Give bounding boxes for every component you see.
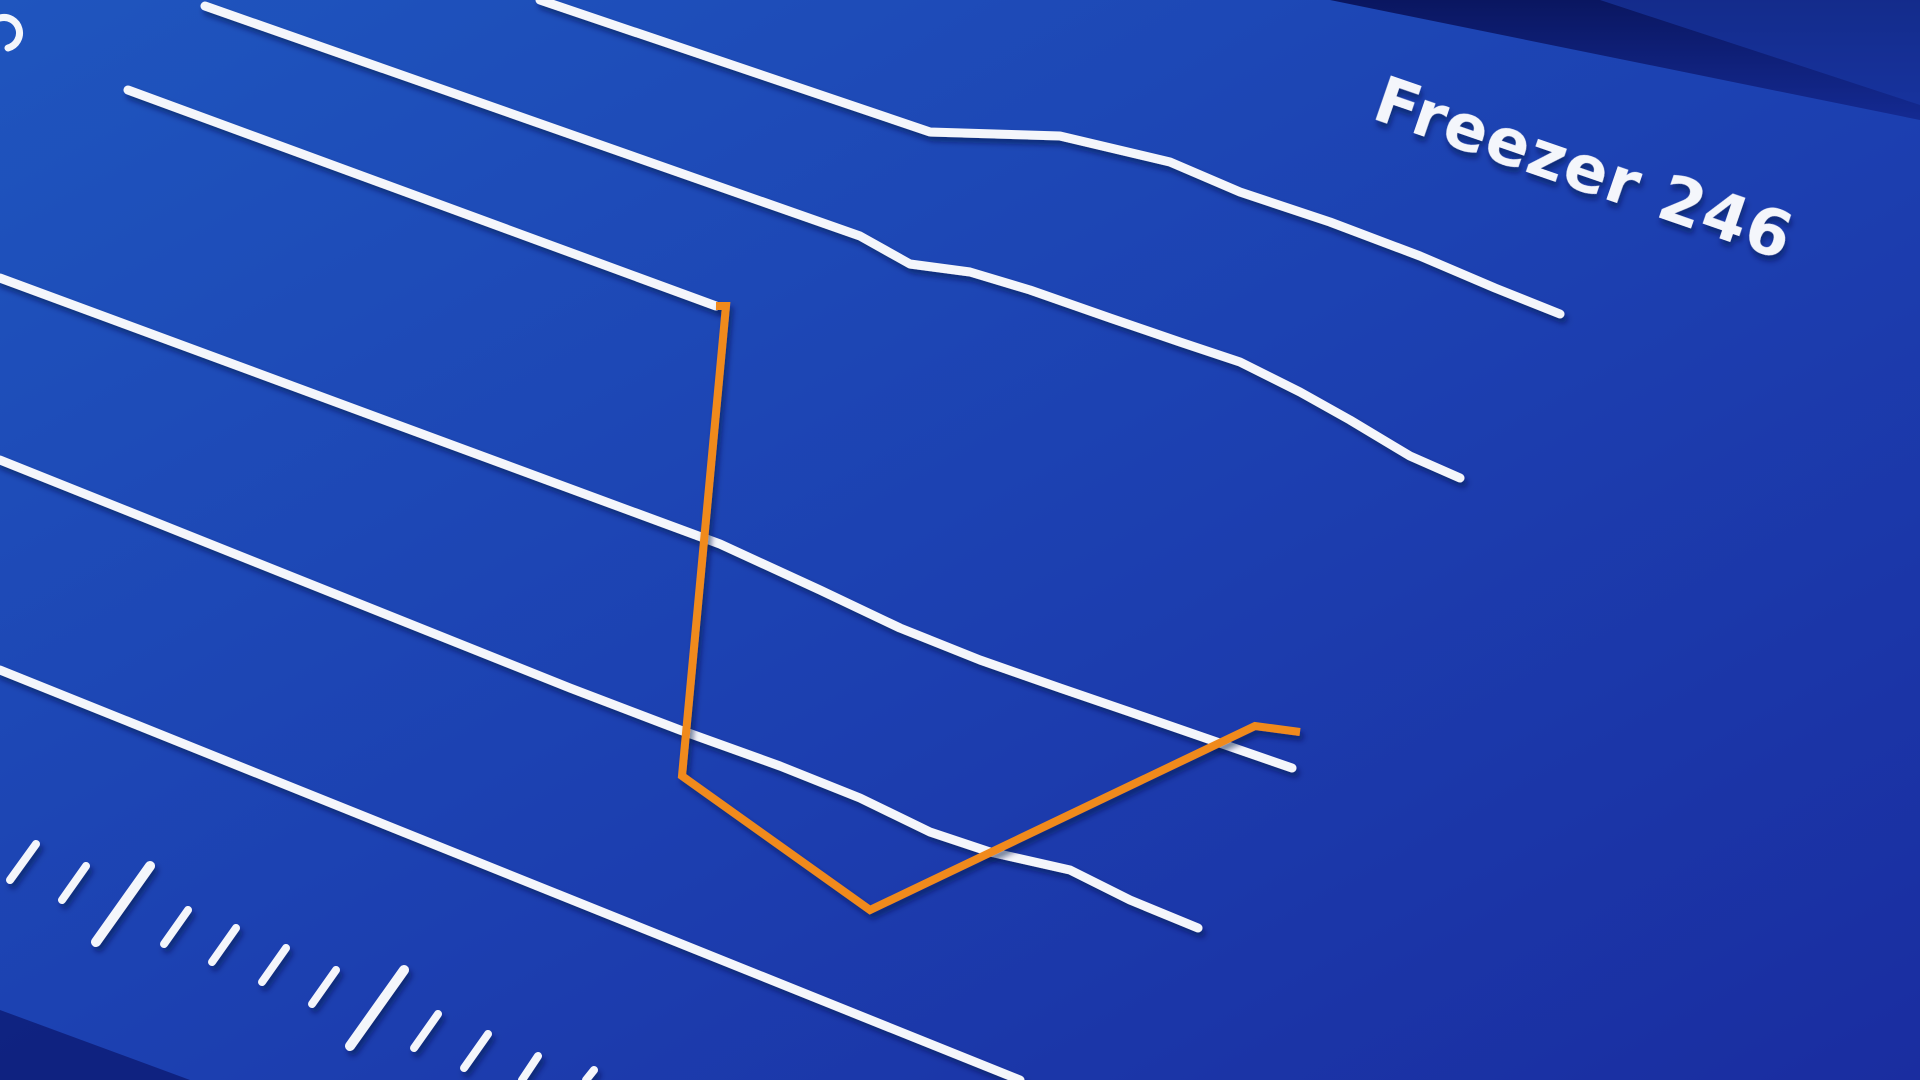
highlight-line-orange: [677, 302, 1301, 915]
tick: [58, 862, 90, 904]
panel-edge-bottom-left: [0, 1010, 190, 1080]
trend-line-5: [0, 455, 1203, 933]
tick: [518, 1052, 542, 1080]
tick: [410, 1010, 442, 1052]
white-trend-lines: [0, 0, 1565, 1080]
tick: [6, 840, 40, 884]
trend-line-2: [200, 1, 1465, 483]
trend-line-1: [535, 0, 1565, 319]
tick: [460, 1030, 492, 1072]
tick: [258, 944, 290, 986]
tick-major: [345, 965, 409, 1051]
trend-line-4: [0, 273, 1297, 773]
tick: [208, 924, 240, 966]
timeline-ticks: [6, 840, 598, 1080]
tick: [582, 1066, 598, 1080]
trend-line-3: [123, 85, 721, 311]
tick: [308, 966, 340, 1008]
panel-edge-top-right-highlight: [1580, 0, 1920, 105]
tick: [160, 906, 192, 948]
tick-major: [91, 861, 155, 947]
partial-ring-shape: [0, 14, 23, 52]
trend-line-6: [0, 665, 1025, 1080]
